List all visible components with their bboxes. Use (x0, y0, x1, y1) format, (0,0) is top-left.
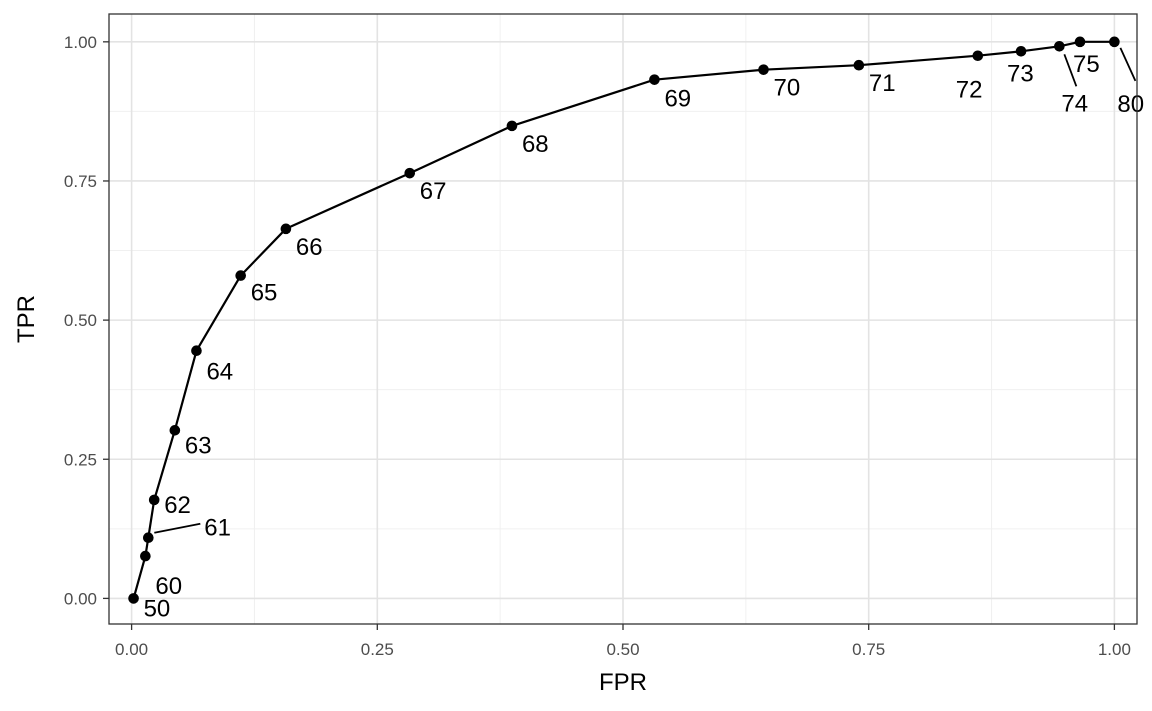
data-point (191, 345, 202, 357)
point-label: 69 (664, 86, 691, 113)
data-point (649, 74, 660, 85)
data-point (853, 59, 865, 71)
label-leader-line (1063, 53, 1078, 87)
x-tick-label: 1.00 (1098, 640, 1131, 659)
point-label: 71 (869, 70, 896, 97)
point-label: 61 (204, 515, 231, 542)
y-tick-label: 0.50 (64, 311, 97, 330)
y-axis-ticks: 0.00 0.25 0.50 0.75 1.00 (64, 33, 109, 608)
data-point (128, 593, 139, 604)
data-point (140, 550, 151, 562)
point-label: 63 (185, 432, 212, 459)
data-point (758, 64, 769, 75)
point-label: 66 (296, 234, 323, 261)
label-leader-line (154, 522, 201, 534)
data-point (235, 270, 246, 281)
data-point (972, 50, 984, 62)
data-point (404, 167, 416, 179)
data-point (148, 494, 160, 506)
y-tick-label: 0.75 (64, 172, 97, 191)
series-line (132, 40, 1115, 599)
x-axis-ticks: 0.00 0.25 0.50 0.75 1.00 (115, 624, 1131, 659)
y-tick-label: 1.00 (64, 33, 97, 52)
x-tick-label: 0.50 (606, 640, 639, 659)
point-label: 80 (1117, 91, 1144, 118)
grid-major (109, 14, 1137, 624)
y-tick-label: 0.00 (64, 589, 97, 608)
data-point (506, 120, 518, 132)
point-label: 62 (164, 492, 191, 519)
point-label: 72 (956, 77, 983, 104)
x-axis-title: FPR (599, 669, 647, 696)
point-label: 60 (155, 573, 182, 600)
point-label: 75 (1073, 51, 1100, 78)
point-label: 68 (522, 131, 549, 158)
point-label: 70 (774, 75, 801, 102)
label-leader-line (1119, 47, 1137, 82)
data-point (169, 425, 181, 436)
point-label: 65 (251, 280, 278, 307)
point-label: 50 (144, 595, 171, 622)
data-point (1015, 45, 1027, 57)
point-label: 64 (206, 359, 233, 386)
data-point (143, 532, 154, 544)
point-label: 67 (420, 178, 447, 205)
data-point (1074, 36, 1086, 48)
data-point (1054, 40, 1065, 52)
x-tick-label: 0.25 (361, 640, 394, 659)
y-axis-title: TPR (13, 295, 40, 343)
data-points (128, 36, 1120, 604)
series-path (132, 40, 1115, 599)
x-tick-label: 0.00 (115, 640, 148, 659)
label-segments (154, 47, 1137, 534)
data-point (1109, 36, 1120, 48)
y-tick-label: 0.25 (64, 450, 97, 469)
x-tick-label: 0.75 (852, 640, 885, 659)
data-point (280, 223, 292, 235)
point-label: 74 (1061, 90, 1088, 117)
point-label: 73 (1007, 60, 1034, 87)
